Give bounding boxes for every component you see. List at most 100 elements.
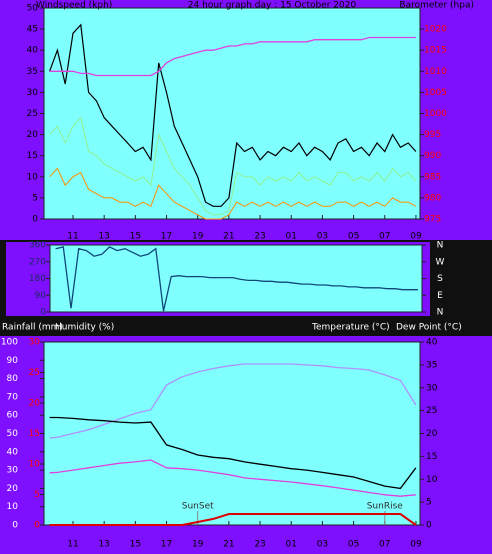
x-tick-label: 21 <box>223 232 234 242</box>
y-tick-label: 180 <box>29 274 46 284</box>
series-label: Rainfall (mm) <box>2 323 63 333</box>
y-tick-label: 90 <box>7 356 19 366</box>
y-tick-label: 40 <box>27 46 39 56</box>
series-label: Humidity (%) <box>55 323 114 333</box>
x-tick-label: 09 <box>410 540 422 550</box>
y2-tick-label: 990 <box>424 151 441 161</box>
y-tick-label: 50 <box>27 4 39 14</box>
x-tick-label: 19 <box>192 540 204 550</box>
y-tick-label: 15 <box>27 151 38 161</box>
series-line <box>49 459 416 497</box>
y2-tick-label: 35 <box>426 360 437 370</box>
y3-tick-label: 10 <box>29 460 41 470</box>
y2-tick-label: 40 <box>426 338 438 348</box>
x-tick-label: 11 <box>67 540 78 550</box>
x-tick-label: 13 <box>98 232 109 242</box>
y2-tick-label: 1000 <box>424 109 447 119</box>
y-tick-label: 10 <box>27 172 39 182</box>
y2-tick-label: S <box>437 274 443 284</box>
x-tick-label: 09 <box>410 232 422 242</box>
y2-tick-label: 975 <box>424 215 441 225</box>
y2-tick-label: 1020 <box>424 25 447 35</box>
x-tick-label: 21 <box>223 540 234 550</box>
x-tick-label: 23 <box>254 232 265 242</box>
y-tick-label: 50 <box>7 429 19 439</box>
y2-tick-label: 1010 <box>424 67 447 77</box>
y2-tick-label: 980 <box>424 193 441 203</box>
y-tick-label: 60 <box>7 411 19 421</box>
y3-tick-label: 5 <box>34 490 40 500</box>
y2-tick-label: N <box>437 241 444 251</box>
y-tick-label: 90 <box>35 291 47 301</box>
series-line <box>49 36 416 77</box>
x-tick-label: 13 <box>98 540 109 550</box>
x-tick-label: 01 <box>286 540 297 550</box>
y-tick-label: 30 <box>27 88 39 98</box>
y2-tick-label: 30 <box>426 383 438 393</box>
y2-tick-label: 15 <box>426 452 437 462</box>
y-tick-label: 40 <box>7 447 19 457</box>
y-tick-label: 25 <box>27 109 38 119</box>
x-tick-label: 17 <box>161 540 172 550</box>
x-tick-label: 03 <box>317 540 328 550</box>
series-label: Dew Point (°C) <box>396 323 462 333</box>
y2-tick-label: 25 <box>426 406 437 416</box>
series-line <box>55 246 418 312</box>
y3-tick-label: 15 <box>29 429 40 439</box>
series-line <box>49 23 417 207</box>
chart-title: 24 hour graph day : 15 October 2020 <box>188 1 357 11</box>
y2-tick-label: 995 <box>424 130 441 140</box>
y-axis-label: Windspeed (kph) <box>36 1 112 11</box>
y3-tick-label: 20 <box>29 399 41 409</box>
series-line <box>49 363 417 439</box>
y-tick-label: 35 <box>27 67 38 77</box>
series-line <box>49 513 417 526</box>
x-tick-label: 19 <box>192 232 204 242</box>
x-tick-label: 15 <box>130 232 141 242</box>
y-tick-label: 20 <box>7 484 19 494</box>
y-tick-label: 0 <box>40 308 46 318</box>
y2-tick-label: E <box>437 291 443 301</box>
y-tick-label: 70 <box>7 392 19 402</box>
y3-tick-label: 25 <box>29 368 40 378</box>
y-tick-label: 10 <box>7 502 19 512</box>
x-tick-label: 23 <box>254 540 265 550</box>
x-tick-label: 07 <box>379 540 390 550</box>
annotation: SunRise <box>367 502 404 512</box>
x-tick-label: 07 <box>379 232 390 242</box>
x-tick-label: 01 <box>286 232 297 242</box>
y2-tick-label: 1005 <box>424 88 447 98</box>
y-tick-label: 80 <box>7 374 19 384</box>
series-label: Temperature (°C) <box>311 323 390 333</box>
y2-tick-label: W <box>436 257 445 267</box>
series-line <box>49 416 417 490</box>
y-tick-label: 270 <box>29 257 46 267</box>
y2-tick-label: N <box>437 308 444 318</box>
y-tick-label: 5 <box>32 193 38 203</box>
y-tick-label: 0 <box>32 215 38 225</box>
y-tick-label: 100 <box>1 338 18 348</box>
y3-tick-label: 0 <box>34 521 40 531</box>
y-tick-label: 360 <box>29 241 46 251</box>
x-tick-label: 03 <box>317 232 328 242</box>
y-tick-label: 45 <box>27 25 38 35</box>
annotation: SunSet <box>182 502 214 512</box>
x-tick-label: 05 <box>348 232 359 242</box>
x-tick-label: 05 <box>348 540 359 550</box>
x-tick-label: 15 <box>130 540 141 550</box>
y2-tick-label: 985 <box>424 172 441 182</box>
y-tick-label: 0 <box>12 521 18 531</box>
y2-tick-label: 20 <box>426 429 438 439</box>
y2-tick-label: 0 <box>426 521 432 531</box>
y2-tick-label: 5 <box>426 498 432 508</box>
y2-tick-label: 1015 <box>424 46 447 56</box>
y3-tick-label: 30 <box>29 338 41 348</box>
x-tick-label: 17 <box>161 232 172 242</box>
series-line <box>49 116 417 216</box>
label-band <box>0 320 492 336</box>
y2-axis-label: Barometer (hpa) <box>399 1 474 11</box>
x-tick-label: 11 <box>67 232 78 242</box>
series-line <box>49 167 417 220</box>
y2-tick-label: 10 <box>426 475 438 485</box>
